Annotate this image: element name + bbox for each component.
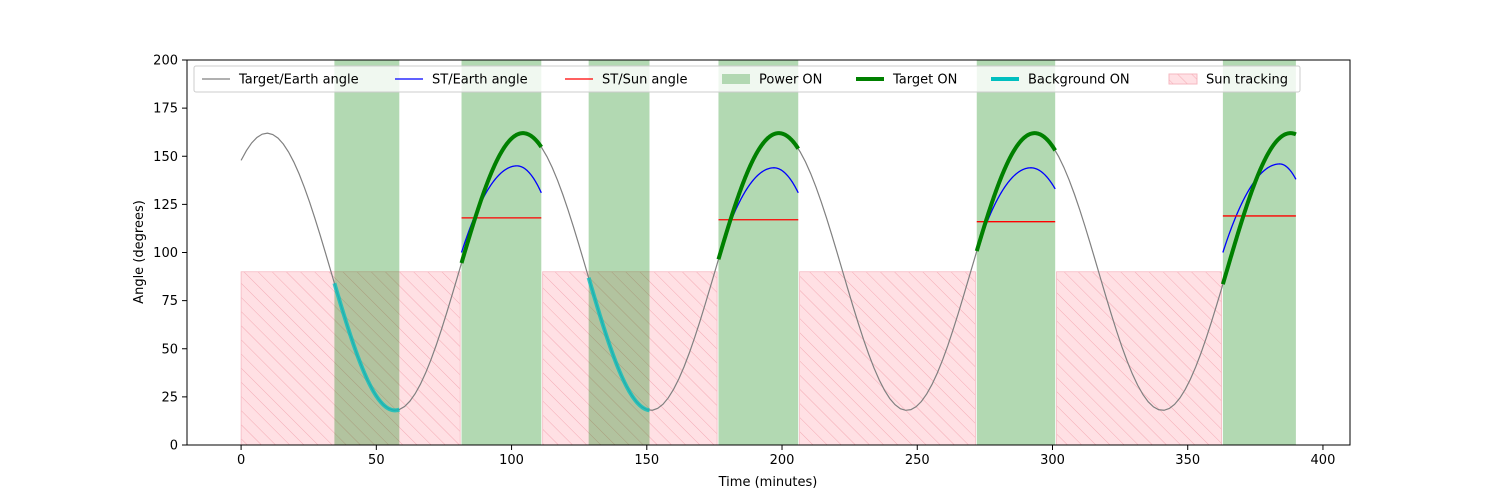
legend-label: Background ON — [1028, 73, 1130, 88]
power-on-layer — [334, 60, 1296, 445]
y-tick-label: 175 — [153, 102, 178, 117]
target-on-segment — [459, 131, 543, 264]
legend-label: Target ON — [892, 73, 957, 88]
target-on-segment — [1220, 131, 1297, 285]
target-on-segment — [716, 131, 800, 260]
background-on-segment — [332, 282, 400, 413]
target-on-segment — [974, 131, 1057, 252]
y-tick-label: 50 — [161, 342, 178, 357]
y-axis: 0 25 50 75 100 125 150 175 200 — [153, 54, 187, 454]
y-tick-label: 125 — [153, 198, 178, 213]
x-tick-label: 100 — [499, 453, 524, 468]
power-on-span — [588, 60, 650, 445]
power-on-span — [718, 60, 799, 445]
x-axis-label: Time (minutes) — [718, 475, 818, 490]
x-tick-label: 400 — [1311, 453, 1336, 468]
x-tick-label: 350 — [1175, 453, 1200, 468]
legend: Target/Earth angle ST/Earth angle ST/Sun a… — [193, 65, 1301, 93]
x-tick-label: 0 — [237, 453, 245, 468]
y-tick-label: 75 — [161, 294, 178, 309]
y-tick-label: 0 — [170, 439, 178, 454]
x-tick-label: 50 — [368, 453, 385, 468]
legend-swatch — [722, 74, 750, 84]
sun-tracking-hatch — [1056, 271, 1222, 446]
x-tick-label: 150 — [634, 453, 659, 468]
sun-tracking-hatch — [542, 271, 718, 446]
x-tick-label: 250 — [905, 453, 930, 468]
legend-swatch-hatch — [1169, 74, 1197, 84]
y-tick-label: 200 — [153, 54, 178, 69]
sun-tracking-layer — [240, 271, 1222, 446]
background-on-segment — [586, 277, 650, 413]
legend-label: Sun tracking — [1206, 73, 1288, 88]
x-axis: 0 50 100 150 200 250 300 350 400 — [237, 445, 1335, 468]
legend-label: Target/Earth angle — [238, 73, 359, 88]
legend-label: ST/Earth angle — [432, 73, 528, 88]
x-tick-label: 200 — [770, 453, 795, 468]
legend-label: ST/Sun angle — [602, 73, 688, 88]
power-on-span — [461, 60, 542, 445]
y-axis-label: Angle (degrees) — [132, 200, 147, 304]
x-tick-label: 300 — [1040, 453, 1065, 468]
sun-tracking-hatch — [799, 271, 976, 446]
y-tick-label: 25 — [161, 390, 178, 405]
legend-label: Power ON — [759, 73, 822, 88]
st-earth-segment — [976, 167, 1056, 251]
y-tick-label: 100 — [153, 246, 178, 261]
sun-tracking-hatch — [240, 271, 461, 446]
power-on-span — [334, 60, 400, 445]
power-on-span — [1222, 60, 1296, 445]
power-on-span — [976, 60, 1056, 445]
series-layer — [240, 131, 1297, 413]
y-tick-label: 150 — [153, 150, 178, 165]
